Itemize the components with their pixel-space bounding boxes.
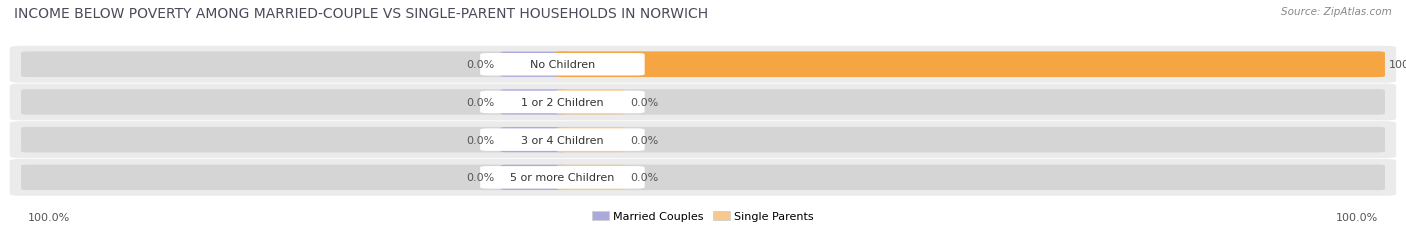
Text: INCOME BELOW POVERTY AMONG MARRIED-COUPLE VS SINGLE-PARENT HOUSEHOLDS IN NORWICH: INCOME BELOW POVERTY AMONG MARRIED-COUPL… xyxy=(14,7,709,21)
Text: 0.0%: 0.0% xyxy=(467,135,495,145)
FancyBboxPatch shape xyxy=(481,91,645,114)
FancyBboxPatch shape xyxy=(501,52,568,77)
Text: 0.0%: 0.0% xyxy=(467,60,495,70)
FancyBboxPatch shape xyxy=(10,159,1396,196)
Text: 0.0%: 0.0% xyxy=(630,97,658,107)
FancyBboxPatch shape xyxy=(481,129,645,151)
FancyBboxPatch shape xyxy=(21,52,1385,78)
FancyBboxPatch shape xyxy=(10,47,1396,83)
Text: 3 or 4 Children: 3 or 4 Children xyxy=(522,135,603,145)
FancyBboxPatch shape xyxy=(21,165,1385,190)
FancyBboxPatch shape xyxy=(501,90,568,115)
FancyBboxPatch shape xyxy=(10,122,1396,158)
Legend: Married Couples, Single Parents: Married Couples, Single Parents xyxy=(588,206,818,225)
FancyBboxPatch shape xyxy=(21,127,1385,153)
FancyBboxPatch shape xyxy=(557,90,624,115)
Text: 0.0%: 0.0% xyxy=(630,135,658,145)
FancyBboxPatch shape xyxy=(501,128,568,152)
FancyBboxPatch shape xyxy=(557,165,624,190)
Text: 100.0%: 100.0% xyxy=(1336,212,1378,222)
Text: 0.0%: 0.0% xyxy=(630,173,658,182)
FancyBboxPatch shape xyxy=(21,90,1385,115)
Text: 0.0%: 0.0% xyxy=(467,97,495,107)
Text: 0.0%: 0.0% xyxy=(467,173,495,182)
FancyBboxPatch shape xyxy=(555,52,1385,78)
FancyBboxPatch shape xyxy=(10,84,1396,121)
Text: 1 or 2 Children: 1 or 2 Children xyxy=(522,97,603,107)
FancyBboxPatch shape xyxy=(481,166,645,189)
Text: Source: ZipAtlas.com: Source: ZipAtlas.com xyxy=(1281,7,1392,17)
Text: 5 or more Children: 5 or more Children xyxy=(510,173,614,182)
Text: 100.0%: 100.0% xyxy=(28,212,70,222)
FancyBboxPatch shape xyxy=(481,54,645,76)
Text: No Children: No Children xyxy=(530,60,595,70)
FancyBboxPatch shape xyxy=(557,128,624,152)
Text: 100.0%: 100.0% xyxy=(1389,60,1406,70)
FancyBboxPatch shape xyxy=(501,165,568,190)
